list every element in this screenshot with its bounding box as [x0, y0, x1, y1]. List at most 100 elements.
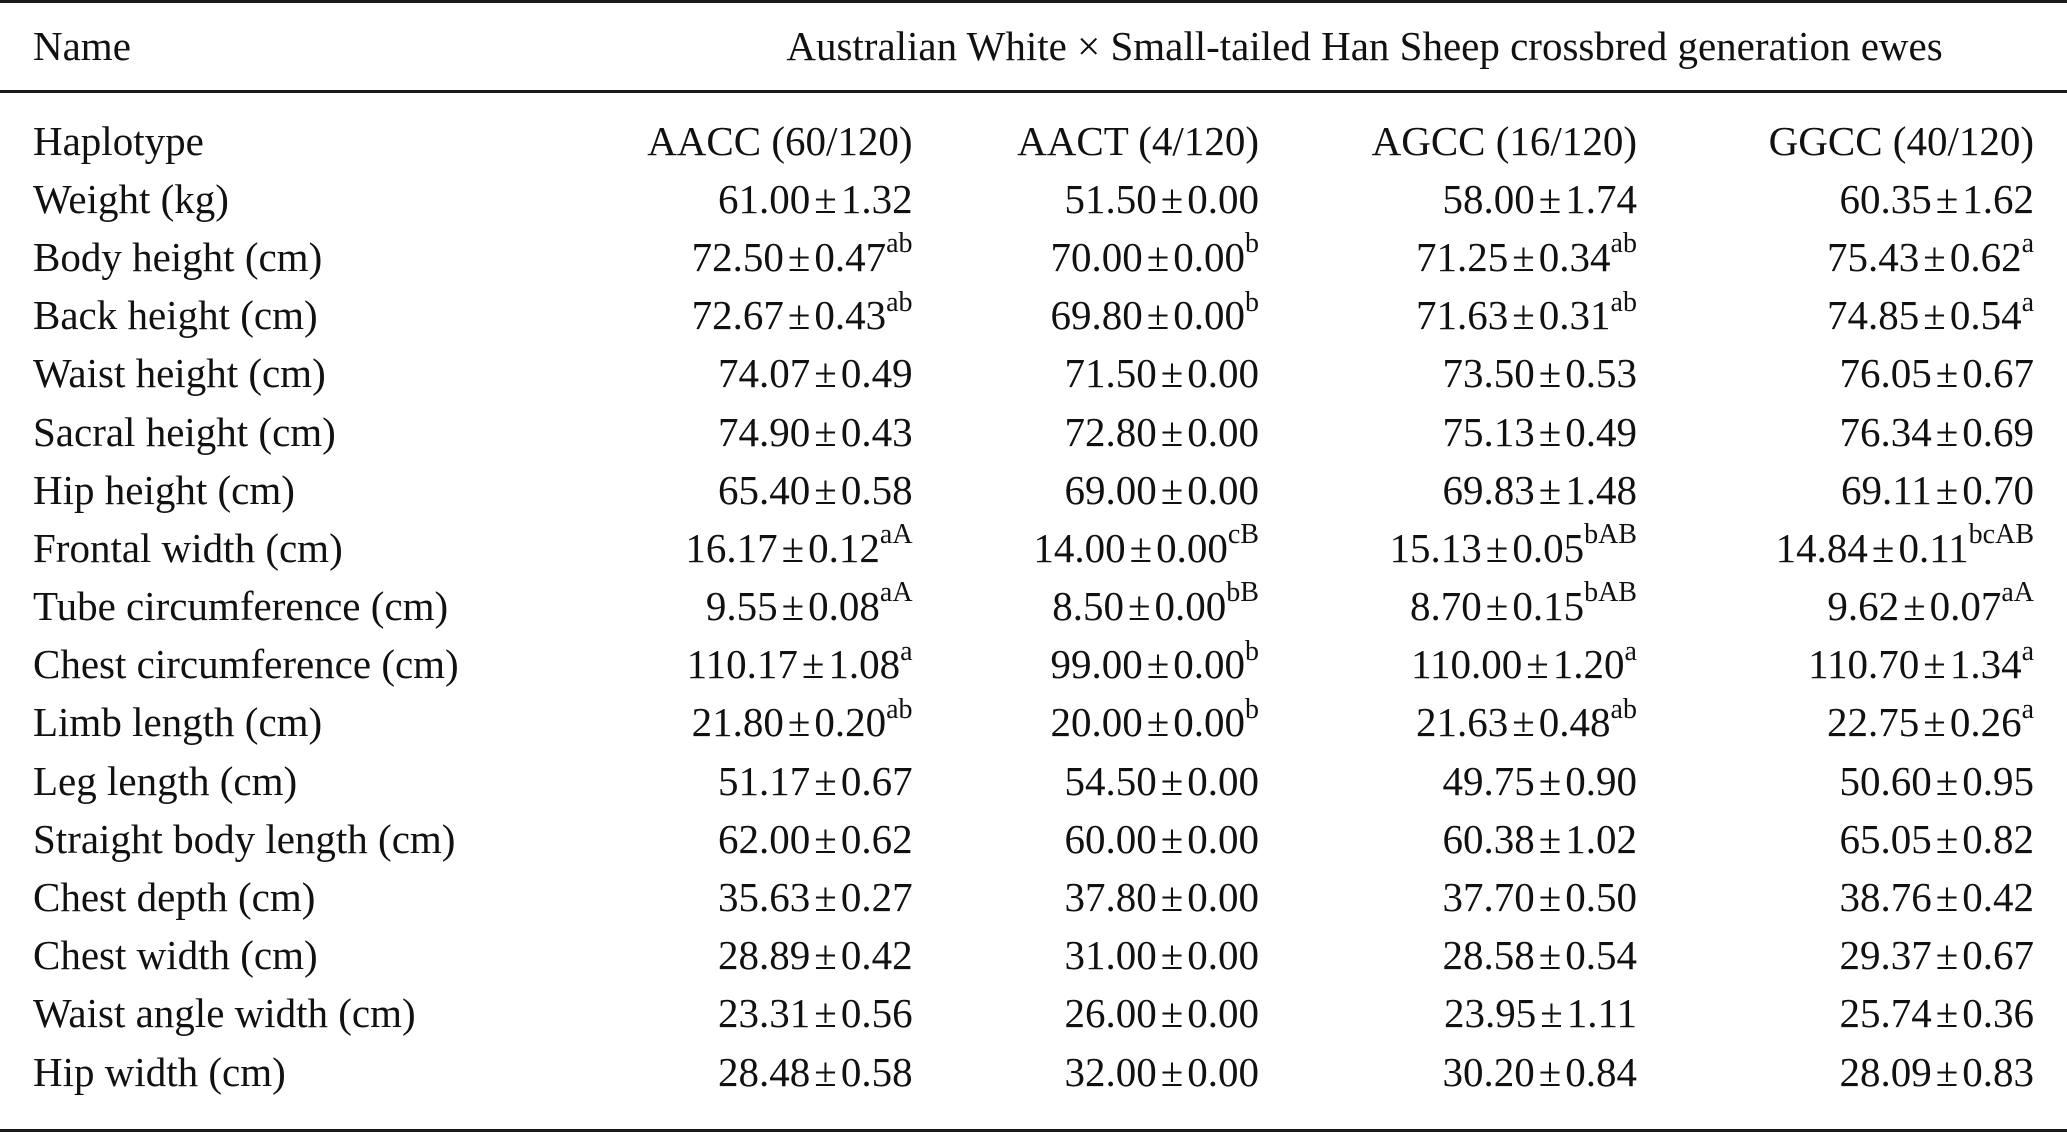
- row-label: Body height (cm): [33, 233, 323, 280]
- plus-minus-symbol: ±: [1146, 699, 1170, 746]
- plus-minus-symbol: ±: [1935, 757, 1959, 804]
- name-column-header: Name: [33, 22, 131, 69]
- value-cell-aact: 69.80±0.00b: [913, 287, 1259, 345]
- value-cell-aact: 31.00±0.00: [913, 927, 1259, 985]
- mean-value: 16.17: [685, 524, 778, 571]
- plus-minus-symbol: ±: [1160, 757, 1184, 804]
- value-cell-ggcc: 22.75±0.26a: [1637, 694, 2067, 752]
- standard-error-value: 0.67: [840, 757, 913, 804]
- value-cell-aact: 60.00±0.00: [913, 810, 1259, 868]
- standard-error-value: 0.58: [840, 1048, 913, 1095]
- mean-value: 71.25: [1416, 233, 1509, 280]
- header-rule: [0, 90, 2067, 93]
- value-cell-aact: 70.00±0.00b: [913, 228, 1259, 286]
- table-row: Waist angle width (cm) 23.31±0.56 26.00±0.…: [0, 985, 2067, 1043]
- value-cell-ggcc: 14.84±0.11bcAB: [1637, 519, 2067, 577]
- table-row: Weight (kg) 61.00±1.32 51.50±0.00 58.00±1.7…: [0, 170, 2067, 228]
- significance-letters: a: [2021, 693, 2034, 725]
- standard-error-value: 0.50: [1565, 874, 1637, 921]
- mean-value: 70.00: [1050, 233, 1143, 280]
- mean-value: 21.80: [691, 699, 784, 746]
- standard-error-value: 0.00: [1187, 408, 1259, 455]
- row-label: Back height (cm): [33, 292, 318, 339]
- mean-value: 29.37: [1839, 932, 1932, 979]
- mean-value: 110.17: [686, 641, 798, 688]
- plus-minus-symbol: ±: [814, 815, 837, 862]
- significance-letters: bAB: [1584, 577, 1637, 609]
- mean-value: 72.67: [691, 292, 784, 339]
- mean-value: 69.80: [1050, 292, 1143, 339]
- significance-letters: ab: [1610, 228, 1637, 260]
- table-row: Hip height (cm) 65.40±0.58 69.00±0.00 69.83…: [0, 461, 2067, 519]
- standard-error-value: 0.49: [840, 350, 913, 397]
- plus-minus-symbol: ±: [1538, 815, 1562, 862]
- haplotype-aacc: AACC (60/120): [647, 117, 913, 164]
- plus-minus-symbol: ±: [781, 583, 805, 630]
- value-cell-ggcc: 69.11±0.70: [1637, 461, 2067, 519]
- mean-value: 60.35: [1839, 175, 1932, 222]
- plus-minus-symbol: ±: [1538, 1048, 1562, 1095]
- row-label: Chest circumference (cm): [33, 641, 459, 688]
- mean-value: 69.83: [1442, 466, 1535, 513]
- significance-letters: bcAB: [1968, 519, 2034, 551]
- standard-error-value: 1.62: [1962, 175, 2034, 222]
- standard-error-value: 1.74: [1565, 175, 1637, 222]
- value-cell-ggcc: 50.60±0.95: [1637, 752, 2067, 810]
- plus-minus-symbol: ±: [787, 292, 811, 339]
- standard-error-value: 0.11: [1898, 524, 1969, 571]
- table-row: Leg length (cm) 51.17±0.67 54.50±0.00 49.75…: [0, 752, 2067, 810]
- mean-value: 14.00: [1033, 524, 1126, 571]
- mean-value: 74.85: [1827, 292, 1920, 339]
- standard-error-value: 0.05: [1512, 524, 1585, 571]
- row-label: Weight (kg): [33, 175, 229, 222]
- mean-value: 110.70: [1808, 641, 1920, 688]
- standard-error-value: 1.48: [1565, 466, 1637, 513]
- standard-error-value: 0.69: [1962, 408, 2034, 455]
- table-row: Back height (cm) 72.67±0.43 ab 69.80±0.00b 7…: [0, 287, 2067, 345]
- value-cell-agcc: 69.83±1.48: [1259, 461, 1637, 519]
- mean-value: 22.75: [1827, 699, 1920, 746]
- value-cell-aacc: 9.55±0.08aA: [582, 578, 913, 636]
- standard-error-value: 0.48: [1538, 699, 1611, 746]
- standard-error-value: 0.43: [814, 292, 887, 339]
- value-cell-ggcc: 60.35±1.62: [1637, 170, 2067, 228]
- haplotype-agcc: AGCC (16/120): [1371, 117, 1637, 164]
- value-cell-aact: 20.00±0.00b: [913, 694, 1259, 752]
- table-row: Hip width (cm) 28.48±0.58 32.00±0.00 30.20±…: [0, 1043, 2067, 1101]
- mean-value: 69.11: [1841, 466, 1932, 513]
- plus-minus-symbol: ±: [1146, 233, 1170, 280]
- plus-minus-symbol: ±: [1160, 815, 1184, 862]
- mean-value: 60.00: [1064, 815, 1157, 862]
- value-cell-aacc: 23.31±0.56: [582, 985, 913, 1043]
- significance-letters: aA: [879, 577, 913, 609]
- plus-minus-symbol: ±: [1160, 1048, 1184, 1095]
- table-row: Limb length (cm) 21.80±0.20ab 20.00±0.00b 2…: [0, 694, 2067, 752]
- plus-minus-symbol: ±: [814, 874, 837, 921]
- mean-value: 32.00: [1064, 1048, 1157, 1095]
- table-row: Chest depth (cm) 35.63±0.27 37.80±0.00 37.7…: [0, 868, 2067, 926]
- significance-letters: ab: [1610, 286, 1637, 318]
- standard-error-value: 0.15: [1512, 583, 1585, 630]
- standard-error-value: 0.36: [1962, 990, 2034, 1037]
- mean-value: 69.00: [1064, 466, 1157, 513]
- mean-value: 65.40: [718, 466, 811, 513]
- plus-minus-symbol: ±: [1903, 583, 1926, 630]
- value-cell-aact: 26.00±0.00: [913, 985, 1259, 1043]
- mean-value: 26.00: [1064, 990, 1157, 1037]
- row-label: Waist angle width (cm): [33, 990, 416, 1037]
- significance-letters: a: [900, 635, 913, 667]
- standard-error-value: 0.49: [1565, 408, 1637, 455]
- mean-value: 8.70: [1410, 583, 1482, 630]
- standard-error-value: 0.34: [1538, 233, 1611, 280]
- plus-minus-symbol: ±: [1935, 1048, 1959, 1095]
- plus-minus-symbol: ±: [1923, 699, 1946, 746]
- mean-value: 61.00: [718, 175, 811, 222]
- plus-minus-symbol: ±: [1935, 990, 1959, 1037]
- standard-error-value: 0.12: [808, 524, 880, 571]
- mean-value: 14.84: [1775, 524, 1868, 571]
- standard-error-value: 0.00: [1154, 583, 1227, 630]
- plus-minus-symbol: ±: [1540, 990, 1563, 1037]
- value-cell-aacc: 62.00±0.62: [582, 810, 913, 868]
- mean-value: 23.31: [718, 990, 811, 1037]
- value-cell-aact: 51.50±0.00: [913, 170, 1259, 228]
